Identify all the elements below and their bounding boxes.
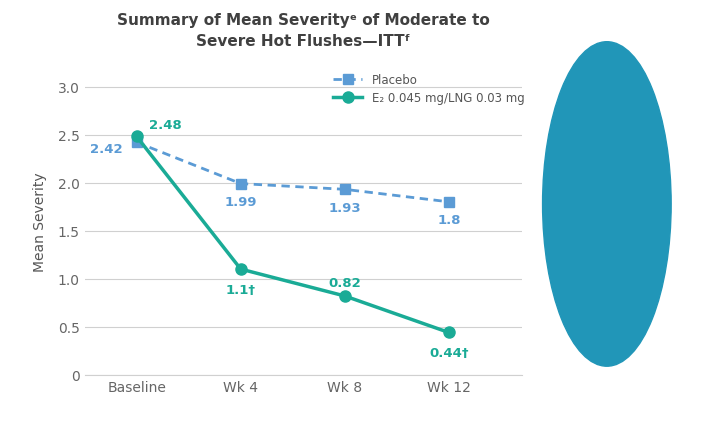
Text: 0.82: 0.82 [329,276,361,290]
Text: 1.8: 1.8 [437,214,460,227]
Legend: Placebo, E₂ 0.045 mg/LNG 0.03 mg: Placebo, E₂ 0.045 mg/LNG 0.03 mg [333,74,525,105]
Text: Summary of Mean Severityᵉ of Moderate to
Severe Hot Flushes—ITTᶠ: Summary of Mean Severityᵉ of Moderate to… [117,13,489,49]
Text: 0.44†: 0.44† [429,346,469,359]
Circle shape [543,43,671,366]
Text: 2.48: 2.48 [149,118,182,131]
Text: 2.42: 2.42 [90,143,123,156]
Text: 1.1†: 1.1† [226,283,256,296]
Text: 1.99: 1.99 [224,196,257,209]
Text: 1.93: 1.93 [329,201,361,214]
Y-axis label: Mean Severity: Mean Severity [32,172,47,271]
